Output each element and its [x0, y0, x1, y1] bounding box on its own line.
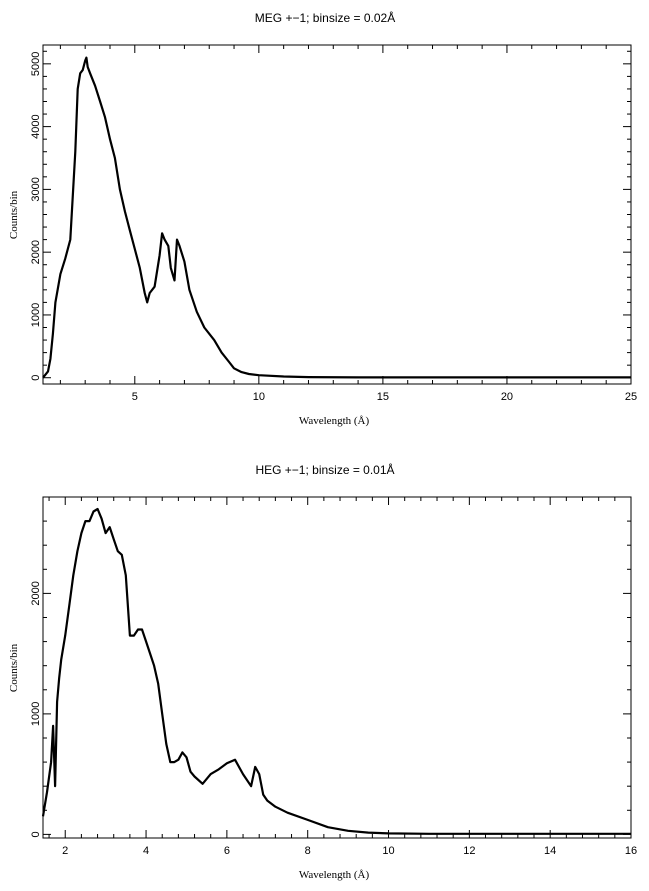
- x-tick-label: 15: [377, 391, 389, 403]
- y-tick-label: 0: [30, 831, 42, 837]
- x-tick-label: 2: [62, 845, 68, 857]
- chart-title: MEG +−1; binsize = 0.02Å: [255, 10, 395, 25]
- y-tick-label: 4000: [30, 114, 42, 138]
- data-curve: [42, 56, 631, 379]
- x-axis-label: Wavelength (Å): [299, 415, 370, 427]
- x-tick-label: 10: [253, 391, 265, 403]
- x-tick-label: 8: [305, 845, 311, 857]
- y-tick-label: 1000: [30, 702, 42, 726]
- x-tick-label: 20: [501, 391, 513, 403]
- x-tick-label: 6: [224, 845, 230, 857]
- x-tick-label: 4: [143, 845, 149, 857]
- x-tick-label: 16: [625, 845, 637, 857]
- y-tick-label: 0: [30, 375, 42, 381]
- chart-meg: MEG +−1; binsize = 0.02Å 5 10 15 20 25 0 1000 2…: [8, 10, 637, 427]
- chart-heg: HEG +−1; binsize = 0.01Å 2 4 6 8 10 12 14 16 0 10…: [8, 462, 637, 881]
- tick-labels: 2 4 6 8 10 12 14 16 0 1000 2000: [30, 581, 637, 857]
- ticks: [43, 45, 632, 384]
- y-tick-label: 2000: [30, 240, 42, 264]
- x-axis-label: Wavelength (Å): [299, 869, 370, 881]
- ticks: [43, 496, 632, 838]
- y-tick-label: 2000: [30, 581, 42, 605]
- x-tick-label: 5: [132, 391, 138, 403]
- chart-title: HEG +−1; binsize = 0.01Å: [255, 462, 394, 477]
- tick-labels: 5 10 15 20 25 0 1000 2000 3000 4000 5000: [30, 52, 637, 403]
- plot-frame: [42, 44, 632, 385]
- y-tick-label: 5000: [30, 52, 42, 76]
- x-tick-label: 12: [463, 845, 475, 857]
- plot-frame: [42, 496, 632, 839]
- y-tick-label: 1000: [30, 303, 42, 327]
- y-axis-label: Counts/bin: [8, 190, 20, 239]
- x-tick-label: 10: [382, 845, 394, 857]
- y-tick-label: 3000: [30, 177, 42, 201]
- data-curve: [41, 507, 631, 835]
- x-tick-label: 14: [544, 845, 556, 857]
- x-tick-label: 25: [625, 391, 637, 403]
- y-axis-label: Counts/bin: [8, 643, 20, 692]
